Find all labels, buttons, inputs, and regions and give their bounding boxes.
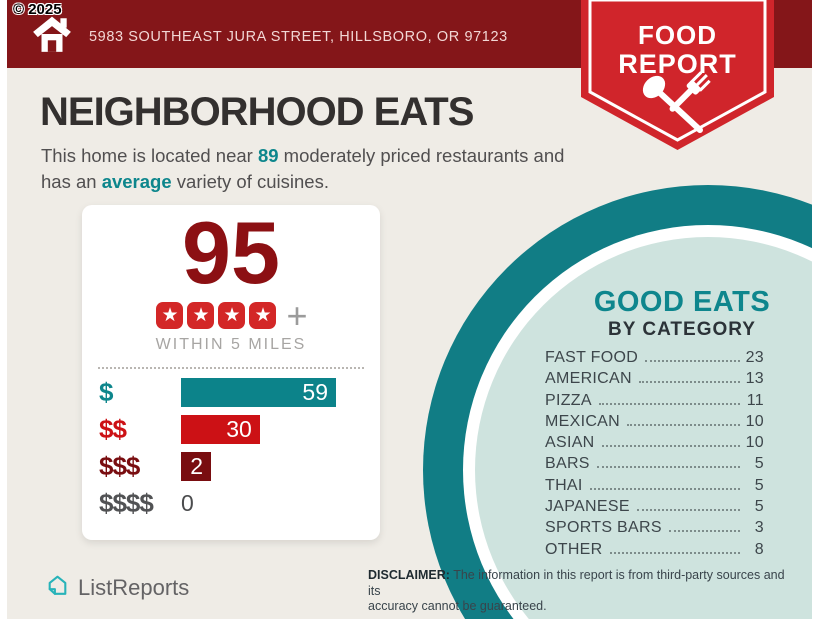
category-label: THAI — [545, 476, 583, 494]
price-label: $ — [99, 377, 113, 407]
food-report-badge: FOOD REPORT — [581, 0, 774, 154]
dotted-leader — [636, 509, 740, 512]
good-eats-header: GOOD EATS BY CATEGORY — [560, 286, 804, 341]
variety-highlight: average — [101, 171, 172, 192]
dotted-leader — [638, 381, 740, 384]
price-bar-value: 59 — [302, 379, 328, 405]
category-row: JAPANESE 5 — [545, 498, 764, 519]
page-title: NEIGHBORHOOD EATS — [40, 90, 474, 134]
plus-sign: + — [286, 295, 308, 336]
star-icon: ★ — [156, 302, 184, 329]
dotted-leader — [609, 551, 740, 554]
category-value: 11 — [746, 391, 764, 409]
badge-text: FOOD REPORT — [581, 20, 774, 80]
listreports-logo-icon — [45, 573, 70, 603]
price-bar-value: 2 — [190, 453, 203, 479]
price-bar-value: 0 — [181, 490, 194, 516]
star-rating: ★ ★ ★ ★ + — [82, 295, 380, 336]
intro-pre: This home is located near — [41, 145, 258, 166]
intro-post: variety of cuisines. — [171, 171, 329, 192]
category-row: PIZZA 11 — [545, 392, 764, 413]
category-row: FAST FOOD 23 — [545, 349, 764, 370]
category-label: FAST FOOD — [545, 349, 639, 366]
badge-line1: FOOD — [637, 20, 718, 50]
category-value: 10 — [745, 412, 764, 430]
star-icon: ★ — [187, 302, 215, 329]
restaurant-score: 95 — [182, 203, 280, 302]
report-page: 5983 SOUTHEAST JURA STREET, HILLSBORO, O… — [7, 0, 812, 619]
dotted-leader — [598, 402, 740, 405]
category-row: MEXICAN 10 — [545, 413, 764, 434]
category-row: SPORTS BARS 3 — [545, 519, 764, 540]
star-icon: ★ — [249, 302, 277, 329]
category-row: ASIAN 10 — [545, 434, 764, 455]
price-row: $$$$ 0 — [82, 488, 380, 518]
dotted-leader — [627, 423, 740, 426]
disclaimer-label: DISCLAIMER: — [368, 568, 450, 582]
price-label: $$$$ — [99, 488, 154, 518]
price-row: $$$ 2 — [82, 451, 380, 481]
category-label: BARS — [545, 455, 590, 473]
category-value: 13 — [745, 370, 764, 388]
dotted-leader — [596, 466, 740, 469]
price-bar: 2 — [181, 452, 211, 481]
category-value: 10 — [745, 434, 764, 452]
category-value: 3 — [754, 519, 764, 537]
good-eats-title: GOOD EATS — [593, 286, 771, 318]
category-label: SPORTS BARS — [545, 519, 662, 537]
category-list: FAST FOOD 23 AMERICAN 13 PIZZA 11 MEXICAN 10 ASI… — [545, 349, 764, 562]
category-value: 5 — [754, 476, 764, 494]
disclaimer-line1: The information in this report is from t… — [368, 568, 785, 598]
price-bar-value: 30 — [226, 416, 252, 442]
category-value: 5 — [754, 498, 764, 516]
dotted-leader — [668, 530, 740, 533]
price-level-chart: $59 $$ 30 $$$ 2 $$$$ 0 — [82, 377, 380, 526]
address-row: 5983 SOUTHEAST JURA STREET, HILLSBORO, O… — [31, 12, 508, 61]
category-row: BARS 5 — [545, 455, 764, 476]
good-eats-subtitle: BY CATEGORY — [608, 319, 756, 340]
dotted-divider — [98, 367, 364, 369]
price-row: $$ 30 — [82, 414, 380, 444]
copyright-watermark: © 2025 — [13, 1, 62, 18]
radius-label: WITHIN 5 MILES — [155, 336, 307, 353]
category-value: 8 — [754, 540, 764, 558]
category-row: OTHER 8 — [545, 541, 764, 562]
star-icon: ★ — [218, 302, 246, 329]
price-bar: 30 — [181, 415, 260, 444]
category-label: OTHER — [545, 540, 603, 558]
category-label: MEXICAN — [545, 412, 620, 430]
badge-line2: REPORT — [618, 49, 737, 79]
listreports-brand: ListReports — [45, 573, 189, 603]
restaurant-count: 89 — [257, 145, 279, 166]
brand-name: ListReports — [78, 575, 190, 600]
category-row: THAI 5 — [545, 477, 764, 498]
category-label: JAPANESE — [545, 498, 630, 516]
disclaimer-line2: accuracy cannot be guaranteed. — [368, 599, 547, 613]
dotted-leader — [645, 360, 740, 362]
category-value: 5 — [754, 455, 764, 473]
category-label: AMERICAN — [545, 370, 632, 388]
category-label: PIZZA — [545, 391, 592, 409]
intro-mid: moderately priced restaurants and has an — [41, 145, 565, 192]
dotted-leader — [601, 445, 740, 448]
disclaimer: DISCLAIMER: The information in this repo… — [368, 568, 788, 615]
price-bar: 59 — [181, 378, 336, 407]
price-label: $$ — [99, 414, 127, 444]
price-label: $$$ — [99, 451, 140, 481]
property-address: 5983 SOUTHEAST JURA STREET, HILLSBORO, O… — [89, 28, 508, 45]
score-card: 95 ★ ★ ★ ★ + WITHIN 5 MILES $59 $$ 30 $$$ 2 $$$$ 0 — [82, 205, 380, 540]
category-label: ASIAN — [545, 434, 595, 452]
category-value: 23 — [745, 349, 764, 366]
price-row: $59 — [82, 377, 380, 407]
category-row: AMERICAN 13 — [545, 370, 764, 391]
intro-paragraph: This home is located near 89 moderately … — [41, 143, 586, 195]
dotted-leader — [589, 487, 740, 490]
badge-shape — [581, 0, 774, 150]
fork-and-spoon-icon — [642, 71, 711, 133]
home-icon — [31, 12, 73, 61]
